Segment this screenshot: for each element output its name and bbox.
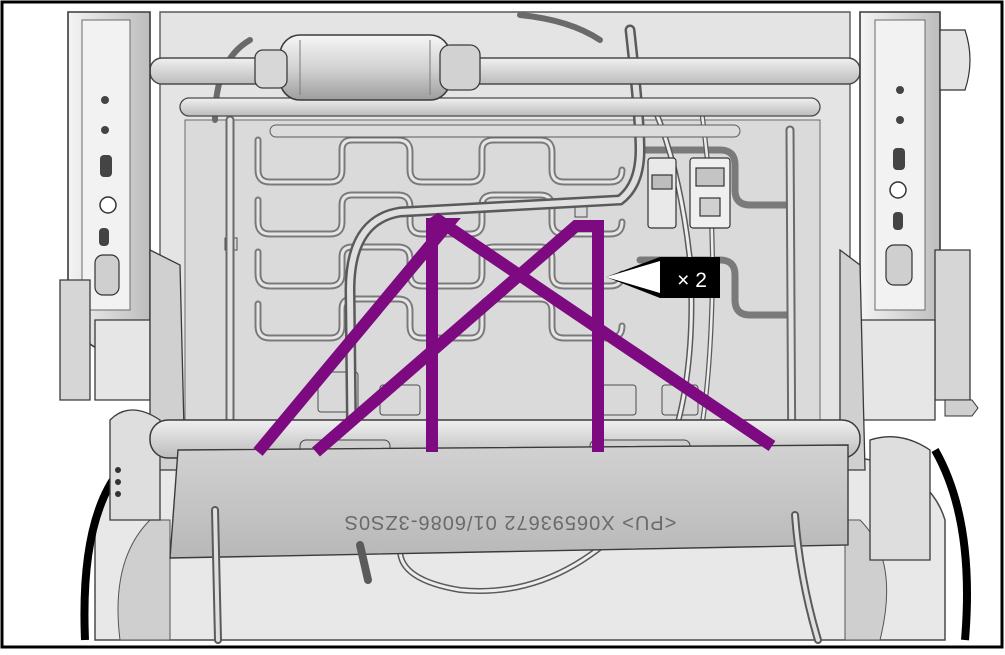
quantity-label: × 2: [677, 269, 707, 292]
lumbar-motor: [254, 34, 481, 101]
arrow-left-icon: [606, 257, 720, 298]
highlighted-struts: [253, 212, 776, 457]
part-marking: <PU> X06593672 01/6086-3ZS0S: [344, 511, 677, 533]
lower-rods: [211, 506, 822, 644]
front-trim-bar: <PU> X06593672 01/6086-3ZS0S: [169, 444, 849, 559]
quantity-callout: × 2: [606, 257, 720, 298]
right-side-rail: [839, 11, 979, 561]
wire-connectors: [647, 157, 731, 229]
lumbar-spring-grid-highlight: [256, 138, 624, 340]
left-side-rail: [59, 11, 186, 521]
spring-clips: [224, 204, 699, 416]
